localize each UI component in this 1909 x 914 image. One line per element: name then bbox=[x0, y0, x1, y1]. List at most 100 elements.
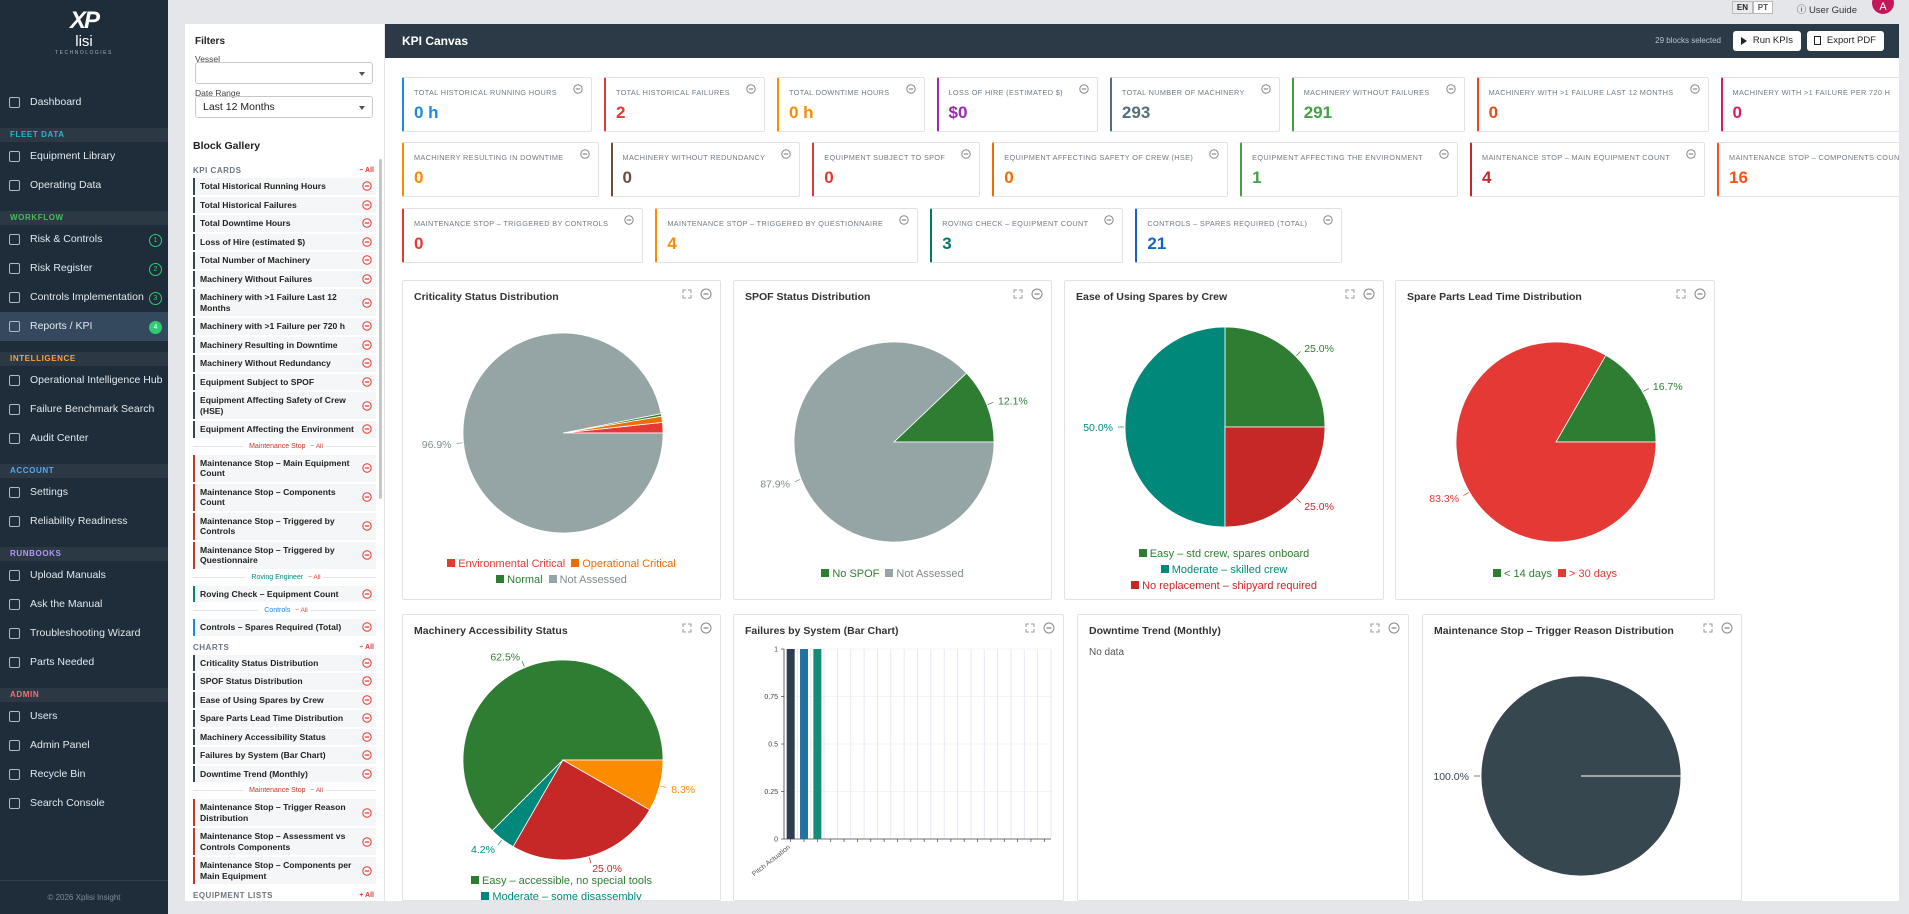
gallery-item[interactable]: Roving Check – Equipment Count bbox=[193, 585, 376, 602]
nav-item[interactable]: Settings bbox=[0, 478, 168, 507]
remove-icon[interactable] bbox=[362, 750, 372, 760]
nav-item[interactable]: Equipment Library bbox=[0, 142, 168, 171]
export-pdf-button[interactable]: Export PDF bbox=[1806, 31, 1884, 51]
remove-icon[interactable] bbox=[1261, 84, 1271, 94]
remove-icon[interactable] bbox=[362, 658, 372, 668]
gallery-item[interactable]: Total Historical Running Hours bbox=[193, 178, 376, 195]
gallery-item[interactable]: Machinery Without Redundancy bbox=[193, 355, 376, 372]
gallery-item[interactable]: Machinery with >1 Failure Last 12 Months bbox=[193, 289, 376, 316]
gallery-item[interactable]: Failures by System (Bar Chart) bbox=[193, 747, 376, 764]
remove-icon[interactable] bbox=[362, 377, 372, 387]
remove-icon[interactable] bbox=[905, 84, 916, 94]
nav-item[interactable]: Users bbox=[0, 702, 168, 731]
remove-icon[interactable] bbox=[362, 622, 372, 632]
gallery-item[interactable]: Maintenance Stop – Assessment vs Control… bbox=[193, 828, 376, 855]
remove-icon[interactable] bbox=[362, 463, 372, 473]
nav-item[interactable]: Operational Intelligence Hub bbox=[0, 366, 168, 395]
gallery-item[interactable]: SPOF Status Distribution bbox=[193, 673, 376, 690]
remove-circle[interactable] bbox=[1388, 622, 1400, 634]
remove-icon[interactable] bbox=[362, 181, 372, 191]
remove-circle[interactable] bbox=[1694, 288, 1706, 300]
remove-icon[interactable] bbox=[362, 676, 372, 686]
user-guide-link[interactable]: ⓘ User Guide bbox=[1796, 5, 1857, 16]
remove-icon[interactable] bbox=[362, 521, 372, 531]
nav-item[interactable]: Dashboard bbox=[0, 88, 168, 117]
gallery-item[interactable]: Downtime Trend (Monthly) bbox=[193, 765, 376, 782]
remove-icon[interactable] bbox=[1686, 149, 1696, 159]
section-toggle-all[interactable]: − All bbox=[359, 643, 374, 651]
remove-icon[interactable] bbox=[1104, 215, 1115, 225]
expand-icon[interactable] bbox=[1025, 623, 1035, 633]
gallery-item[interactable]: Total Number of Machinery bbox=[193, 252, 376, 269]
section-toggle-all[interactable]: + All bbox=[359, 892, 374, 899]
remove-icon[interactable] bbox=[1689, 84, 1700, 94]
expand-icon[interactable] bbox=[682, 623, 692, 633]
expand-icon[interactable] bbox=[1013, 289, 1023, 299]
remove-circle[interactable] bbox=[1721, 622, 1733, 634]
remove-icon[interactable] bbox=[362, 807, 372, 818]
remove-icon[interactable] bbox=[362, 321, 372, 331]
gallery-item[interactable]: Criticality Status Distribution bbox=[193, 654, 376, 671]
remove-icon[interactable] bbox=[362, 237, 372, 247]
gallery-item[interactable]: Maintenance Stop – Triggered by Question… bbox=[193, 541, 376, 569]
nav-item[interactable]: Ask the Manual bbox=[0, 590, 168, 619]
section-toggle-all[interactable]: − All bbox=[359, 167, 374, 174]
gallery-item[interactable]: Total Downtime Hours bbox=[193, 215, 376, 232]
remove-icon[interactable] bbox=[579, 149, 590, 159]
gallery-item[interactable]: Machinery Resulting in Downtime bbox=[193, 336, 376, 353]
remove-icon[interactable] bbox=[362, 200, 372, 210]
gallery-item[interactable]: Maintenance Stop – Triggered by Controls bbox=[193, 512, 376, 540]
remove-icon[interactable] bbox=[362, 713, 372, 723]
gallery-item[interactable]: Controls – Spares Required (Total) bbox=[193, 619, 376, 636]
group-toggle-all[interactable]: − All bbox=[310, 442, 323, 450]
expand-icon[interactable] bbox=[1345, 289, 1355, 299]
nav-item[interactable]: Search Console bbox=[0, 789, 168, 818]
nav-item[interactable]: Reports / KPI 4 bbox=[0, 312, 168, 341]
nav-item[interactable]: Reliability Readiness bbox=[0, 507, 168, 536]
nav-item[interactable]: Upload Manuals bbox=[0, 561, 168, 590]
gallery-item[interactable]: Loss of Hire (estimated $) bbox=[193, 233, 376, 250]
remove-icon[interactable] bbox=[746, 84, 756, 94]
date-range-select[interactable]: Last 12 Months bbox=[195, 96, 373, 118]
expand-icon[interactable] bbox=[1676, 289, 1686, 299]
nav-item[interactable]: Audit Center bbox=[0, 424, 168, 453]
nav-item[interactable]: Troubleshooting Wizard bbox=[0, 619, 168, 648]
gallery-item[interactable]: Total Historical Failures bbox=[193, 196, 376, 213]
nav-item[interactable]: Admin Panel bbox=[0, 731, 168, 760]
expand-icon[interactable] bbox=[1703, 623, 1713, 633]
remove-icon[interactable] bbox=[899, 215, 909, 225]
remove-icon[interactable] bbox=[1323, 215, 1334, 225]
run-kpis-button[interactable]: Run KPIs bbox=[1732, 31, 1801, 51]
remove-icon[interactable] bbox=[362, 424, 372, 434]
gallery-item[interactable]: Maintenance Stop – Trigger Reason Distri… bbox=[193, 799, 376, 826]
remove-circle[interactable] bbox=[700, 622, 712, 634]
nav-item[interactable]: Failure Benchmark Search bbox=[0, 395, 168, 424]
nav-item[interactable]: Operating Data bbox=[0, 171, 168, 200]
group-toggle-all[interactable]: − All bbox=[295, 607, 308, 614]
gallery-item[interactable]: Maintenance Stop – Components per Main E… bbox=[193, 857, 376, 884]
remove-icon[interactable] bbox=[624, 215, 635, 225]
gallery-item[interactable]: Machinery Accessibility Status bbox=[193, 728, 376, 745]
language-option[interactable]: PT bbox=[1752, 1, 1773, 14]
gallery-item[interactable]: Maintenance Stop – Main Equipment Count bbox=[193, 454, 376, 482]
remove-icon[interactable] bbox=[362, 836, 372, 847]
vessel-select[interactable] bbox=[195, 62, 373, 84]
scrollbar[interactable] bbox=[379, 159, 382, 499]
remove-icon[interactable] bbox=[362, 358, 372, 368]
remove-icon[interactable] bbox=[362, 218, 372, 228]
expand-icon[interactable] bbox=[682, 289, 692, 299]
expand-icon[interactable] bbox=[1370, 623, 1380, 633]
remove-icon[interactable] bbox=[362, 865, 372, 876]
nav-item[interactable]: Parts Needed bbox=[0, 648, 168, 677]
gallery-item[interactable]: Spare Parts Lead Time Distribution bbox=[193, 710, 376, 727]
remove-icon[interactable] bbox=[362, 695, 372, 705]
nav-item[interactable]: Recycle Bin bbox=[0, 760, 168, 789]
remove-icon[interactable] bbox=[362, 340, 372, 350]
nav-item[interactable]: Risk & Controls 1 bbox=[0, 225, 168, 254]
gallery-item[interactable]: Machinery with >1 Failure per 720 h bbox=[193, 318, 376, 335]
gallery-item[interactable]: Equipment Affecting Safety of Crew (HSE) bbox=[193, 392, 376, 419]
gallery-item[interactable]: Equipment Subject to SPOF bbox=[193, 373, 376, 390]
gallery-item[interactable]: Equipment Affecting the Environment bbox=[193, 421, 376, 438]
remove-icon[interactable] bbox=[362, 550, 372, 560]
remove-icon[interactable] bbox=[362, 297, 372, 308]
